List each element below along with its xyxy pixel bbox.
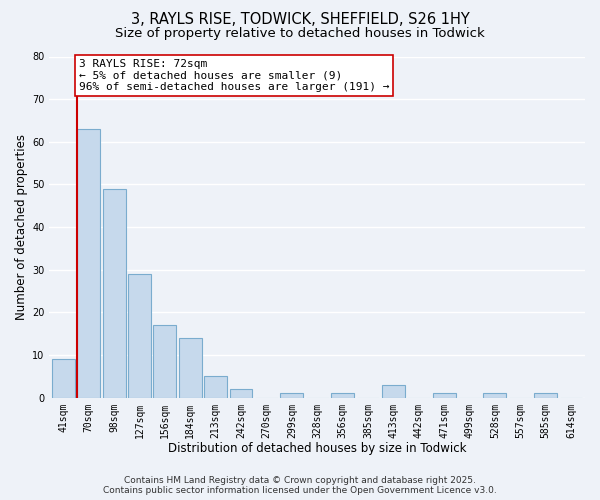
Bar <box>128 274 151 398</box>
Text: Contains HM Land Registry data © Crown copyright and database right 2025.
Contai: Contains HM Land Registry data © Crown c… <box>103 476 497 495</box>
Bar <box>77 129 100 398</box>
X-axis label: Distribution of detached houses by size in Todwick: Distribution of detached houses by size … <box>168 442 466 455</box>
Bar <box>484 394 506 398</box>
Bar <box>433 394 455 398</box>
Text: Size of property relative to detached houses in Todwick: Size of property relative to detached ho… <box>115 28 485 40</box>
Bar <box>331 394 354 398</box>
Bar <box>179 338 202 398</box>
Bar <box>204 376 227 398</box>
Bar <box>103 188 125 398</box>
Y-axis label: Number of detached properties: Number of detached properties <box>15 134 28 320</box>
Text: 3, RAYLS RISE, TODWICK, SHEFFIELD, S26 1HY: 3, RAYLS RISE, TODWICK, SHEFFIELD, S26 1… <box>131 12 469 28</box>
Bar <box>230 389 253 398</box>
Text: 3 RAYLS RISE: 72sqm
← 5% of detached houses are smaller (9)
96% of semi-detached: 3 RAYLS RISE: 72sqm ← 5% of detached hou… <box>79 58 389 92</box>
Bar <box>534 394 557 398</box>
Bar <box>382 385 405 398</box>
Bar <box>154 325 176 398</box>
Bar <box>280 394 303 398</box>
Bar <box>52 360 75 398</box>
